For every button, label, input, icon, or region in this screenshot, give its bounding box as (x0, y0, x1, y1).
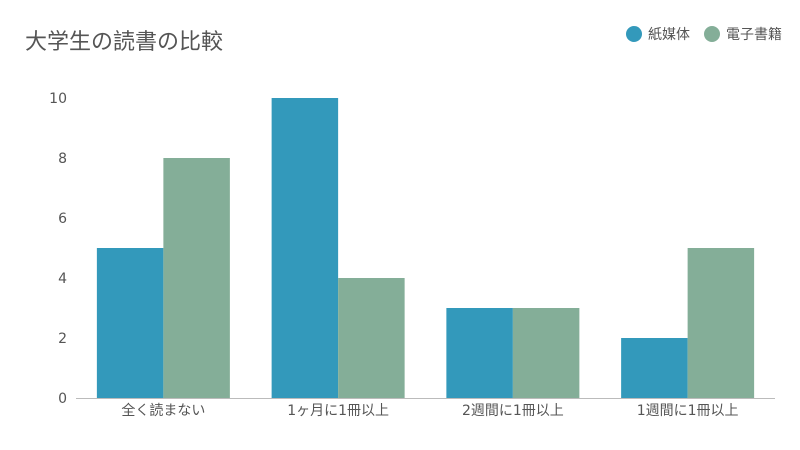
y-tick-label: 8 (58, 151, 67, 167)
bar-paper[interactable] (621, 338, 688, 398)
y-tick-label: 10 (49, 91, 67, 107)
legend-item-paper[interactable]: 紙媒体 (626, 24, 690, 44)
y-tick-label: 0 (58, 391, 67, 407)
x-tick-label: 1ヶ月に1冊以上 (287, 403, 389, 419)
bar-paper[interactable] (96, 248, 164, 398)
x-tick-label: 2週間に1冊以上 (462, 403, 564, 419)
legend-label-ebook: 電子書籍 (726, 27, 782, 43)
x-tick-label: 1週間に1冊以上 (637, 403, 739, 419)
legend: 紙媒体 電子書籍 (626, 24, 782, 44)
bar-ebook[interactable] (687, 248, 755, 398)
bar-ebook[interactable] (163, 158, 230, 398)
bar-paper[interactable] (271, 98, 339, 398)
chart-title: 大学生の読書の比較 (25, 30, 224, 55)
legend-item-ebook[interactable]: 電子書籍 (704, 24, 782, 44)
y-axis: 0 2 4 6 8 10 (49, 91, 67, 407)
bars (96, 98, 755, 398)
legend-label-paper: 紙媒体 (648, 27, 690, 43)
legend-swatch-ebook (704, 26, 720, 42)
bar-paper[interactable] (446, 308, 513, 398)
legend-swatch-paper (626, 26, 642, 42)
x-axis: 全く読まない 1ヶ月に1冊以上 2週間に1冊以上 1週間に1冊以上 (121, 402, 738, 419)
x-tick-label: 全く読まない (121, 402, 205, 419)
y-tick-label: 6 (58, 211, 67, 227)
y-tick-label: 2 (58, 331, 67, 347)
y-tick-label: 4 (58, 271, 67, 287)
bar-ebook[interactable] (512, 308, 580, 398)
bar-ebook[interactable] (338, 278, 405, 398)
